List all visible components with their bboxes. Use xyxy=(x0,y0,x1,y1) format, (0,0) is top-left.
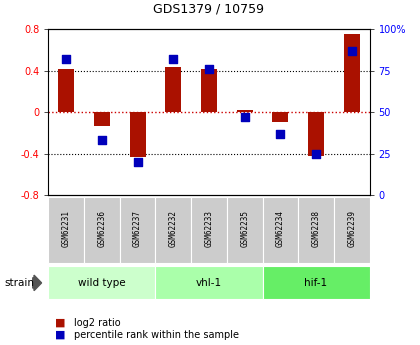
Text: log2 ratio: log2 ratio xyxy=(74,318,120,327)
Point xyxy=(98,138,105,143)
Point xyxy=(312,151,319,156)
Bar xyxy=(236,110,253,112)
Bar xyxy=(84,197,120,263)
Text: GSM62232: GSM62232 xyxy=(169,210,178,247)
Bar xyxy=(262,266,370,299)
Text: vhl-1: vhl-1 xyxy=(196,278,222,288)
Text: GSM62236: GSM62236 xyxy=(97,210,106,247)
Text: ■: ■ xyxy=(55,318,65,327)
FancyArrow shape xyxy=(33,275,42,290)
Text: hif-1: hif-1 xyxy=(304,278,328,288)
Point xyxy=(349,48,355,53)
Bar xyxy=(155,197,191,263)
Bar xyxy=(155,266,262,299)
Bar xyxy=(272,112,289,122)
Point xyxy=(134,159,141,165)
Bar xyxy=(48,197,84,263)
Text: strain: strain xyxy=(4,278,34,288)
Text: GDS1379 / 10759: GDS1379 / 10759 xyxy=(153,2,265,16)
Bar xyxy=(334,197,370,263)
Text: percentile rank within the sample: percentile rank within the sample xyxy=(74,330,239,339)
Text: GSM62239: GSM62239 xyxy=(347,210,356,247)
Bar xyxy=(58,69,74,112)
Point xyxy=(63,56,70,62)
Point xyxy=(277,131,284,136)
Text: GSM62231: GSM62231 xyxy=(62,210,71,247)
Text: GSM62237: GSM62237 xyxy=(133,210,142,247)
Bar xyxy=(262,197,298,263)
Text: ■: ■ xyxy=(55,330,65,339)
Point xyxy=(206,66,212,72)
Bar xyxy=(201,69,217,112)
Text: GSM62233: GSM62233 xyxy=(205,210,213,247)
Bar xyxy=(94,112,110,126)
Point xyxy=(241,114,248,120)
Bar xyxy=(344,34,360,112)
Bar xyxy=(308,112,324,156)
Point xyxy=(170,56,177,62)
Bar xyxy=(227,197,262,263)
Bar xyxy=(48,266,155,299)
Bar xyxy=(129,112,146,157)
Bar xyxy=(191,197,227,263)
Text: GSM62234: GSM62234 xyxy=(276,210,285,247)
Text: wild type: wild type xyxy=(78,278,126,288)
Bar xyxy=(165,67,181,112)
Text: GSM62235: GSM62235 xyxy=(240,210,249,247)
Text: GSM62238: GSM62238 xyxy=(312,210,320,247)
Bar xyxy=(120,197,155,263)
Bar xyxy=(298,197,334,263)
